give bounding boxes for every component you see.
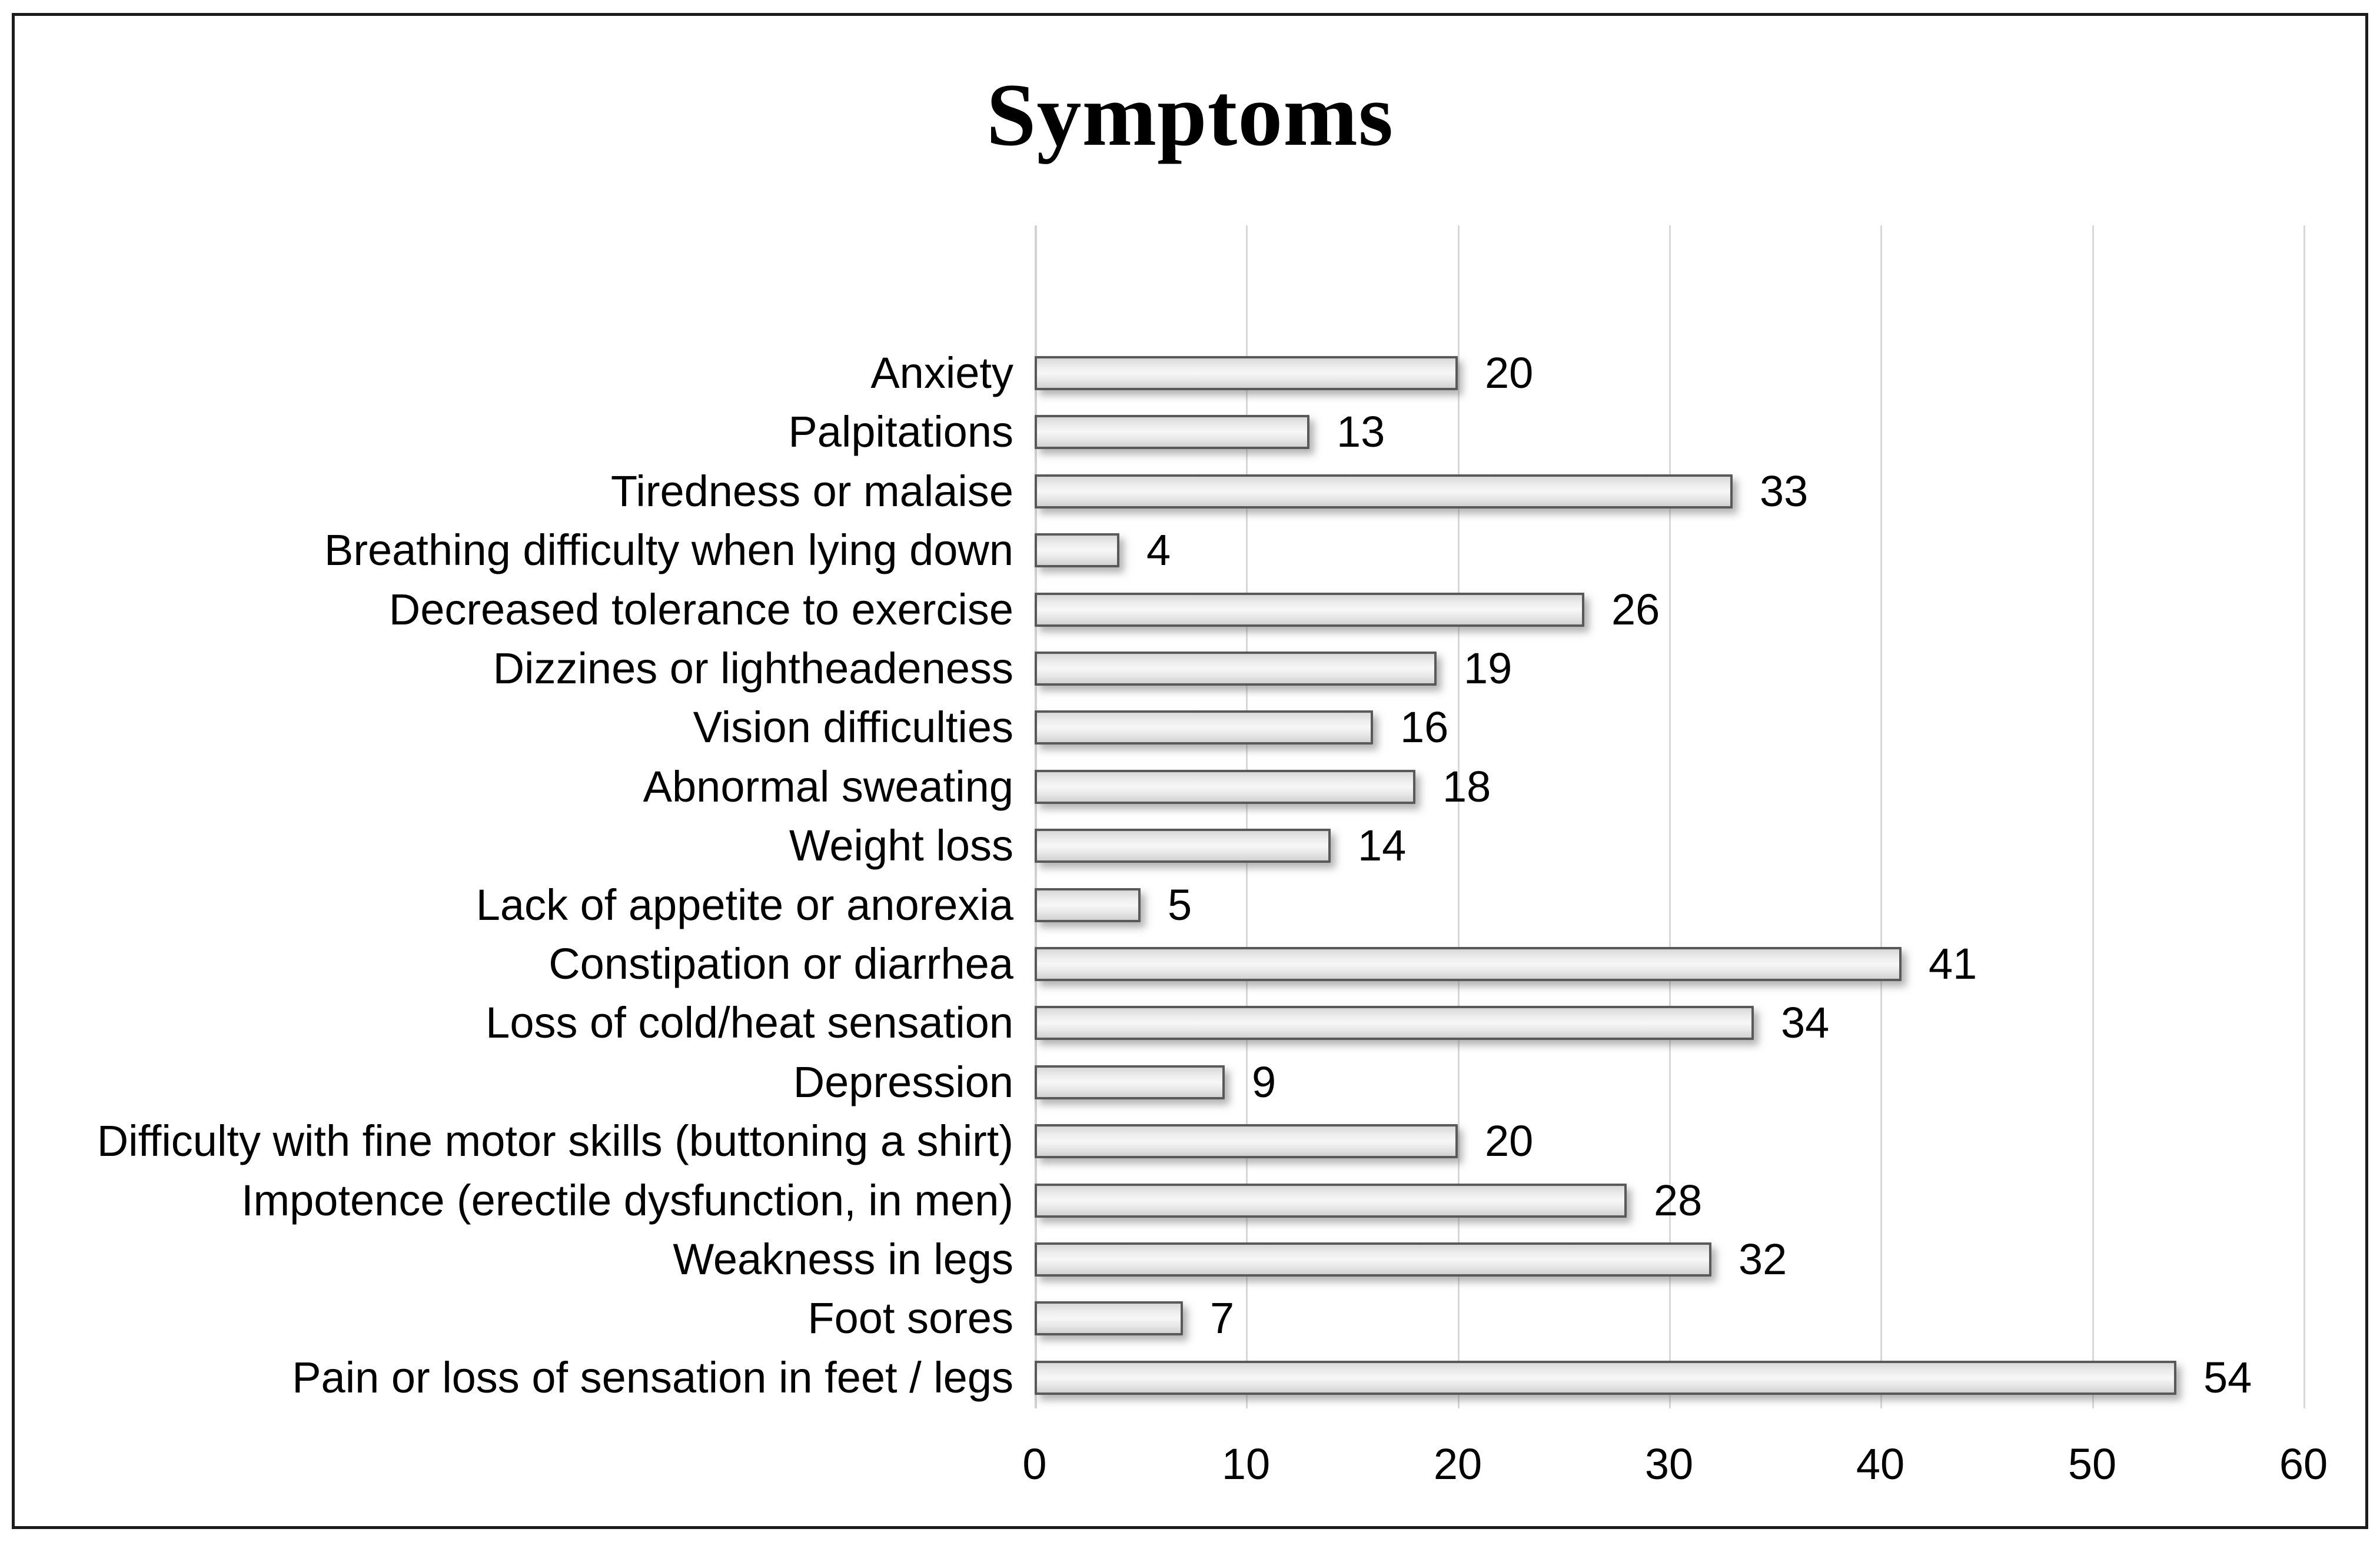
category-label: Palpitations: [788, 407, 1013, 456]
table-row: Pain or loss of sensation in feet / legs…: [0, 1348, 2380, 1407]
category-label: Impotence (erectile dysfunction, in men): [241, 1176, 1013, 1225]
x-tick-label: 40: [1856, 1440, 1905, 1488]
category-label: Dizzines or lightheadeness: [493, 644, 1013, 693]
value-label: 13: [1337, 407, 1385, 456]
x-tick-label: 0: [1022, 1440, 1047, 1488]
bar: [1035, 415, 1309, 449]
bar: [1035, 593, 1584, 627]
table-row: Constipation or diarrhea 41: [0, 935, 2380, 993]
table-row: Tiredness or malaise 33: [0, 462, 2380, 521]
bar: [1035, 1006, 1754, 1040]
category-label: Depression: [793, 1058, 1013, 1106]
bar: [1035, 888, 1141, 922]
bar: [1035, 770, 1415, 804]
gridline: [1458, 225, 1460, 1408]
table-row: Dizzines or lightheadeness 19: [0, 639, 2380, 698]
x-tick-label: 50: [2067, 1440, 2117, 1488]
x-tick-label: 10: [1221, 1440, 1271, 1488]
gridline: [1880, 225, 1882, 1408]
value-label: 5: [1168, 880, 1192, 929]
value-label: 26: [1611, 585, 1660, 634]
bar: [1035, 652, 1437, 686]
category-label: Constipation or diarrhea: [549, 939, 1013, 988]
category-label: Weakness in legs: [673, 1235, 1013, 1284]
bar: [1035, 533, 1119, 567]
bar: [1035, 356, 1458, 390]
category-label: Weight loss: [789, 821, 1013, 870]
bar: [1035, 829, 1331, 863]
table-row: Depression 9: [0, 1053, 2380, 1112]
table-row: Weakness in legs 32: [0, 1230, 2380, 1289]
value-label: 16: [1400, 703, 1449, 752]
value-label: 54: [2203, 1353, 2252, 1402]
category-label: Decreased tolerance to exercise: [388, 585, 1013, 634]
value-label: 4: [1146, 526, 1171, 574]
table-row: Breathing difficulty when lying down 4: [0, 521, 2380, 580]
table-row: Anxiety 20: [0, 344, 2380, 403]
bar: [1035, 474, 1733, 509]
bar: [1035, 1242, 1711, 1277]
table-row: Vision difficulties 16: [0, 698, 2380, 757]
table-row: Lack of appetite or anorexia 5: [0, 876, 2380, 935]
category-label: Breathing difficulty when lying down: [324, 526, 1013, 574]
table-row: Loss of cold/heat sensation 34: [0, 993, 2380, 1052]
category-label: Difficulty with fine motor skills (butto…: [97, 1116, 1013, 1165]
category-label: Vision difficulties: [693, 703, 1013, 752]
x-tick-label: 60: [2279, 1440, 2328, 1488]
bar: [1035, 1301, 1183, 1335]
value-label: 20: [1485, 1116, 1534, 1165]
gridline: [1246, 225, 1248, 1408]
category-label: Abnormal sweating: [643, 762, 1013, 811]
value-label: 41: [1929, 939, 1977, 988]
bar: [1035, 1065, 1225, 1099]
plot-area: [1035, 225, 2305, 1408]
table-row: Weight loss 14: [0, 816, 2380, 875]
table-row: Difficulty with fine motor skills (butto…: [0, 1112, 2380, 1171]
category-label: Loss of cold/heat sensation: [486, 998, 1013, 1047]
category-label: Anxiety: [870, 348, 1013, 397]
category-label: Lack of appetite or anorexia: [476, 880, 1013, 929]
bar: [1035, 1184, 1627, 1218]
bar: [1035, 1361, 2176, 1395]
value-label: 34: [1781, 998, 1830, 1047]
value-label: 33: [1760, 467, 1809, 516]
gridline: [2303, 225, 2305, 1408]
gridline: [2092, 225, 2094, 1408]
value-label: 32: [1739, 1235, 1787, 1284]
table-row: Palpitations 13: [0, 403, 2380, 461]
table-row: Decreased tolerance to exercise 26: [0, 580, 2380, 639]
table-row: Foot sores 7: [0, 1289, 2380, 1348]
chart-title: Symptoms: [986, 65, 1394, 164]
x-tick-label: 20: [1433, 1440, 1482, 1488]
table-row: Abnormal sweating 18: [0, 757, 2380, 816]
y-axis-line: [1035, 225, 1037, 1408]
value-label: 19: [1464, 644, 1513, 693]
category-label: Foot sores: [807, 1294, 1013, 1342]
x-tick-label: 30: [1644, 1440, 1694, 1488]
value-label: 18: [1442, 762, 1491, 811]
value-label: 14: [1358, 821, 1407, 870]
bar: [1035, 947, 1902, 981]
category-label: Tiredness or malaise: [610, 467, 1013, 516]
category-label: Pain or loss of sensation in feet / legs: [292, 1353, 1013, 1402]
bar: [1035, 1124, 1458, 1158]
bar: [1035, 710, 1373, 745]
table-row: Impotence (erectile dysfunction, in men)…: [0, 1171, 2380, 1230]
value-label: 9: [1252, 1058, 1277, 1106]
gridline: [1669, 225, 1671, 1408]
value-label: 20: [1485, 348, 1534, 397]
value-label: 7: [1210, 1294, 1235, 1342]
value-label: 28: [1654, 1176, 1703, 1225]
